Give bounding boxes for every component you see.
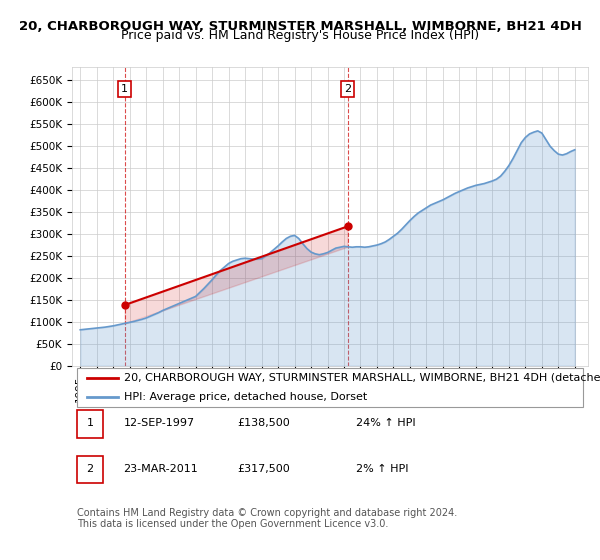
Text: 1: 1 (121, 84, 128, 94)
Text: HPI: Average price, detached house, Dorset: HPI: Average price, detached house, Dors… (124, 392, 367, 402)
Text: 20, CHARBOROUGH WAY, STURMINSTER MARSHALL, WIMBORNE, BH21 4DH: 20, CHARBOROUGH WAY, STURMINSTER MARSHAL… (19, 20, 581, 32)
Text: 20, CHARBOROUGH WAY, STURMINSTER MARSHALL, WIMBORNE, BH21 4DH (detached h: 20, CHARBOROUGH WAY, STURMINSTER MARSHAL… (124, 373, 600, 383)
Text: 24% ↑ HPI: 24% ↑ HPI (356, 418, 415, 428)
Text: Contains HM Land Registry data © Crown copyright and database right 2024.
This d: Contains HM Land Registry data © Crown c… (77, 508, 457, 529)
Point (343, 222, 352, 231)
FancyBboxPatch shape (77, 456, 103, 483)
Text: 1: 1 (86, 418, 94, 428)
Text: Price paid vs. HM Land Registry's House Price Index (HPI): Price paid vs. HM Land Registry's House … (121, 29, 479, 42)
FancyBboxPatch shape (77, 368, 583, 407)
Text: 2: 2 (86, 464, 94, 474)
Text: 23-MAR-2011: 23-MAR-2011 (124, 464, 199, 474)
Text: £138,500: £138,500 (237, 418, 290, 428)
Point (120, 301, 130, 310)
Text: £317,500: £317,500 (237, 464, 290, 474)
Text: 12-SEP-1997: 12-SEP-1997 (124, 418, 195, 428)
FancyBboxPatch shape (77, 410, 103, 437)
Text: 2: 2 (344, 84, 351, 94)
Text: 2% ↑ HPI: 2% ↑ HPI (356, 464, 409, 474)
